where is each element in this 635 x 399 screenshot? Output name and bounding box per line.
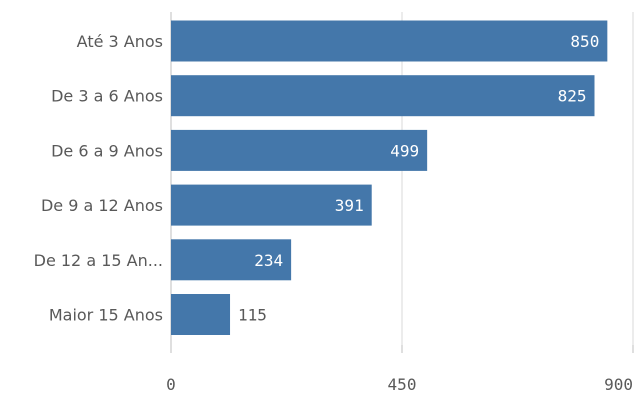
data-label: 234 (254, 251, 283, 270)
category-label: De 12 a 15 An... (34, 251, 163, 270)
bar[interactable] (171, 184, 372, 226)
category-labels: Até 3 Anos De 3 a 6 Anos De 6 a 9 Anos De 9… (34, 32, 163, 325)
category-label: Até 3 Anos (77, 32, 163, 51)
data-label: 115 (238, 306, 267, 325)
category-label: Maior 15 Anos (49, 306, 163, 325)
category-label: De 9 a 12 Anos (41, 196, 163, 215)
x-tick-label: 0 (166, 375, 176, 394)
category-label: De 6 a 9 Anos (51, 141, 163, 160)
data-label: 391 (335, 196, 364, 215)
x-tick-label: 450 (388, 375, 417, 394)
bars (171, 20, 608, 335)
data-label: 499 (390, 141, 419, 160)
x-tick-label: 900 (604, 375, 633, 394)
bar[interactable] (171, 129, 428, 171)
data-label: 850 (570, 32, 599, 51)
gridlines (170, 12, 634, 345)
bar[interactable] (171, 20, 608, 62)
bar[interactable] (171, 239, 292, 281)
x-axis-ticks: 0 450 900 (166, 345, 634, 394)
bar[interactable] (171, 294, 231, 335)
value-labels: 850 825 499 391 234 115 (238, 32, 599, 325)
category-label: De 3 a 6 Anos (51, 87, 163, 106)
data-label: 825 (558, 87, 587, 106)
bar[interactable] (171, 75, 595, 117)
